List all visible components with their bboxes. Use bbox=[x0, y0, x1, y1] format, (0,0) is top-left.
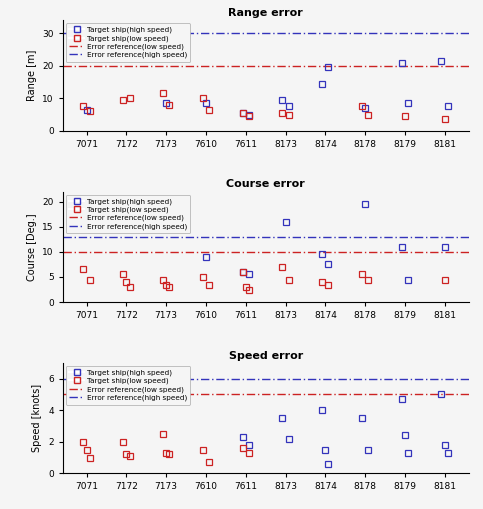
Title: Course error: Course error bbox=[226, 180, 305, 189]
Y-axis label: Speed [knots]: Speed [knots] bbox=[32, 384, 43, 452]
Legend: Target ship(high speed), Target ship(low speed), Error reference(low speed), Err: Target ship(high speed), Target ship(low… bbox=[66, 366, 190, 405]
Title: Speed error: Speed error bbox=[228, 351, 303, 361]
Y-axis label: Course [Deg.]: Course [Deg.] bbox=[27, 213, 37, 280]
Legend: Target ship(high speed), Target ship(low speed), Error reference(low speed), Err: Target ship(high speed), Target ship(low… bbox=[66, 194, 190, 233]
Y-axis label: Range [m]: Range [m] bbox=[27, 50, 37, 101]
Legend: Target ship(high speed), Target ship(low speed), Error reference(low speed), Err: Target ship(high speed), Target ship(low… bbox=[66, 23, 190, 62]
Title: Range error: Range error bbox=[228, 8, 303, 18]
